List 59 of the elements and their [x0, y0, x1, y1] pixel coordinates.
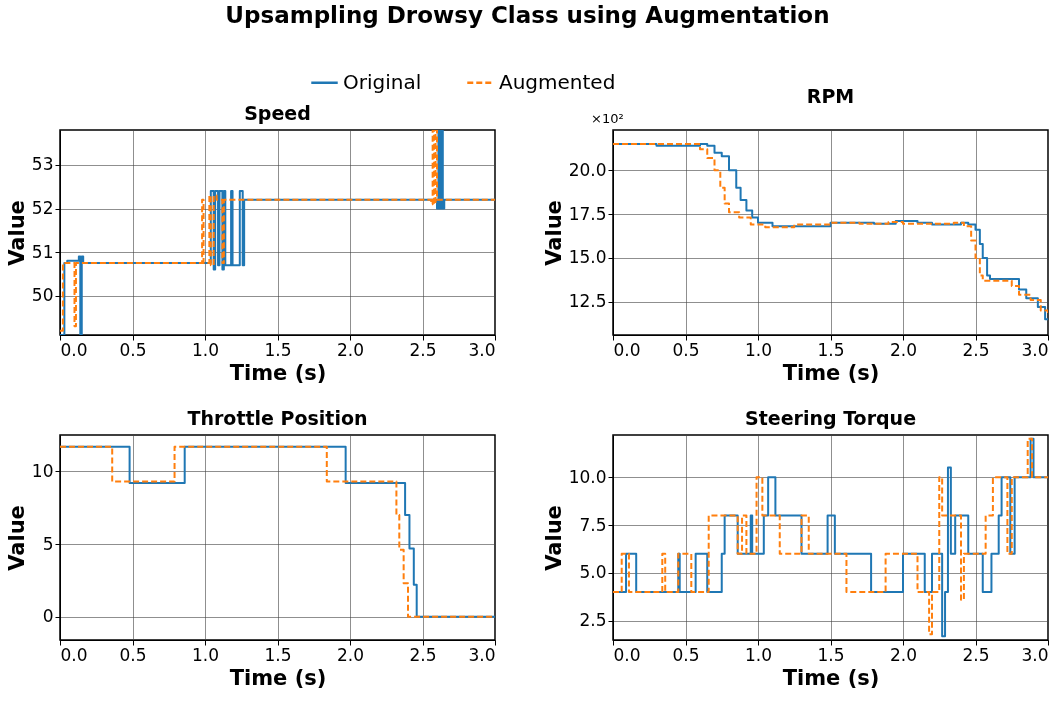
y-tick-label: 2.5	[579, 610, 607, 631]
y-tick-label: 15.0	[568, 247, 607, 268]
x-tick-label: 1.5	[264, 339, 292, 360]
y-tick-label: 5	[42, 533, 54, 554]
chart-title: Speed	[244, 102, 311, 124]
y-tick-label: 17.5	[568, 203, 607, 224]
y-tick-label: 12.5	[568, 291, 607, 312]
x-tick-label: 3.0	[468, 339, 496, 360]
x-tick-label: 2.5	[962, 644, 990, 665]
legend-label: Original	[343, 69, 422, 94]
y-tick-label: 5.0	[579, 562, 607, 583]
x-tick-label: 0.5	[672, 644, 700, 665]
chart-title: Steering Torque	[744, 407, 917, 429]
y-tick-label: 7.5	[579, 514, 607, 535]
y-tick-label: 0	[42, 606, 54, 627]
y-tick-label: 20.0	[568, 159, 607, 180]
x-tick-label: 2.5	[962, 339, 990, 360]
chart-title: Throttle Position	[187, 407, 368, 429]
x-tick-label: 1.0	[744, 644, 773, 665]
chart-title: RPM	[806, 85, 855, 107]
x-axis-title: Time (s)	[782, 665, 880, 690]
y-tick-label: 50	[31, 285, 54, 306]
x-tick-label: 1.0	[744, 339, 773, 360]
x-tick-label: 0.5	[119, 644, 147, 665]
y-axis-title: Value	[541, 200, 566, 266]
x-tick-label: 0.0	[613, 644, 641, 665]
x-tick-label: 1.0	[191, 644, 220, 665]
x-tick-label: 2.5	[409, 339, 437, 360]
y-tick-label: 52	[31, 198, 54, 219]
legend-label: Augmented	[499, 69, 616, 94]
y-axis-title: Value	[4, 200, 29, 266]
y-axis-title: Value	[4, 505, 29, 571]
x-tick-label: 1.0	[191, 339, 220, 360]
x-tick-label: 0.5	[672, 339, 700, 360]
x-tick-label: 3.0	[1021, 339, 1049, 360]
x-tick-label: 0.0	[60, 644, 88, 665]
x-tick-label: 2.0	[336, 644, 365, 665]
y-tick-label: 10	[31, 460, 54, 481]
y-tick-label: 53	[31, 154, 54, 175]
text: Upsampling Drowsy Class using Augmentation	[225, 2, 830, 28]
text: ×10²	[591, 111, 624, 126]
x-tick-label: 2.0	[889, 644, 918, 665]
y-tick-label: 51	[31, 241, 54, 262]
x-tick-label: 2.0	[889, 339, 918, 360]
x-tick-label: 1.5	[817, 644, 845, 665]
x-tick-label: 1.5	[264, 644, 292, 665]
x-tick-label: 3.0	[468, 644, 496, 665]
x-axis-title: Time (s)	[229, 360, 327, 385]
x-tick-label: 1.5	[817, 339, 845, 360]
x-tick-label: 0.5	[119, 339, 147, 360]
x-tick-label: 0.0	[613, 339, 641, 360]
x-tick-label: 2.5	[409, 644, 437, 665]
x-tick-label: 3.0	[1021, 644, 1049, 665]
y-axis-title: Value	[541, 505, 566, 571]
x-axis-title: Time (s)	[782, 360, 880, 385]
x-tick-label: 0.0	[60, 339, 88, 360]
x-axis-title: Time (s)	[229, 665, 327, 690]
y-tick-label: 10.0	[568, 466, 607, 487]
x-tick-label: 2.0	[336, 339, 365, 360]
